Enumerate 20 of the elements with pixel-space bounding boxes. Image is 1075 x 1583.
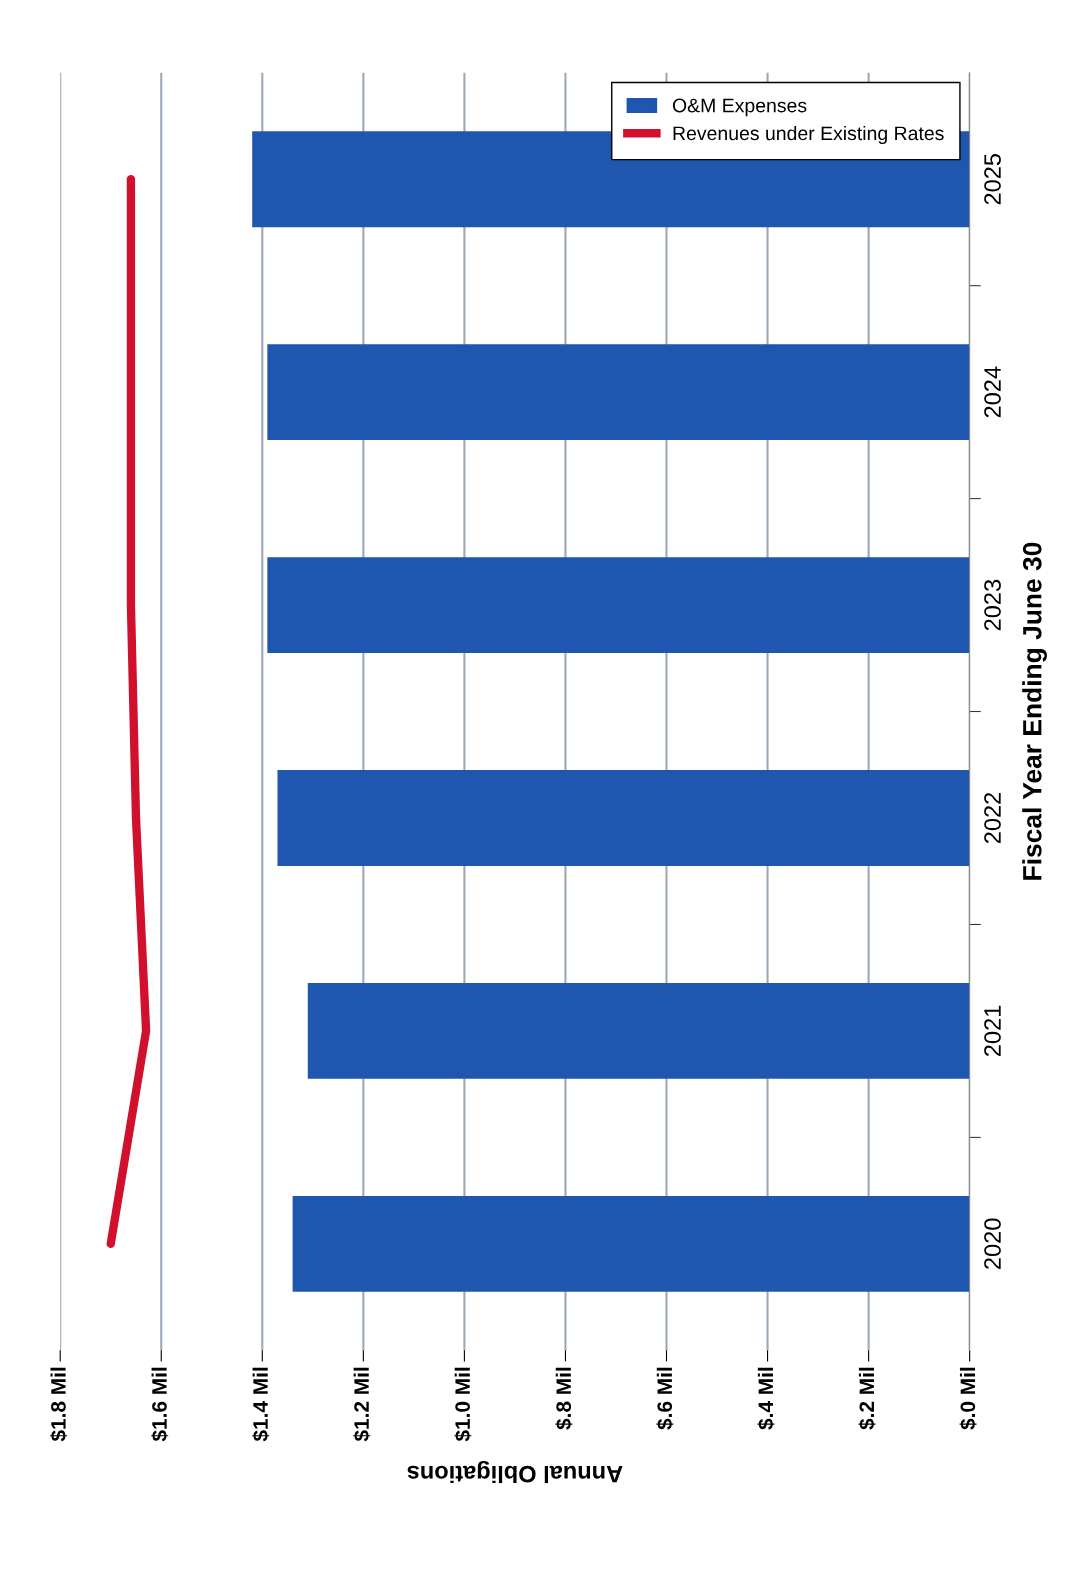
x-tick-label: $1.4 Mil [252, 1367, 270, 1442]
legend-label: Revenues under Existing Rates [673, 125, 944, 145]
x-axis-title: Annual Obligations [407, 1460, 623, 1484]
x-tick-label: $.4 Mil [757, 1367, 775, 1430]
x-tick-label: $1.2 Mil [353, 1367, 371, 1442]
y-tick-label: 2020 [984, 1218, 1001, 1269]
y-tick-label: 2021 [984, 1005, 1001, 1056]
legend-label: O&M Expenses [672, 98, 807, 117]
x-tick-label: $1.8 Mil [50, 1367, 68, 1442]
x-tick-label: $1.0 Mil [454, 1367, 472, 1442]
x-tick-label: $.0 Mil [959, 1367, 977, 1430]
y-tick-label: 2024 [984, 366, 1001, 418]
x-tick-label: $.8 Mil [555, 1367, 573, 1430]
y-tick-label: 2025 [984, 154, 1001, 205]
y-tick-label: 2022 [984, 792, 1001, 844]
y-axis-title: Fiscal Year Ending June 30 [1022, 542, 1047, 880]
x-tick-label: $1.6 Mil [151, 1367, 169, 1442]
x-tick-label: $.2 Mil [858, 1367, 876, 1430]
y-tick-label: 2023 [984, 579, 1001, 631]
x-tick-label: $.6 Mil [656, 1367, 674, 1430]
